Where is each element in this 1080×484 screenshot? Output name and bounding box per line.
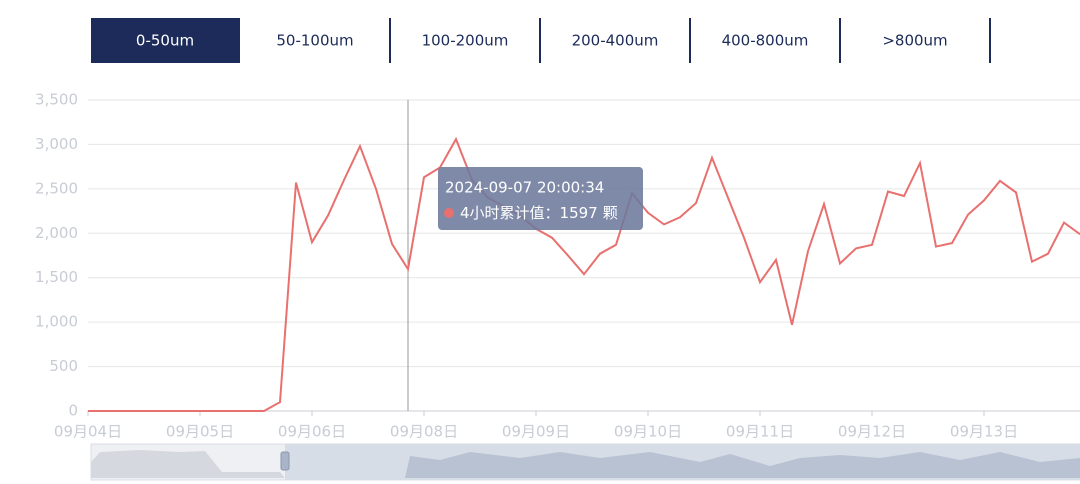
x-tick-label: 09月06日 [278,423,346,441]
y-tick-label: 500 [49,357,78,375]
x-tick-label: 09月08日 [390,423,458,441]
tab[interactable]: >800um [882,32,947,50]
data-zoom [90,443,1080,481]
zoom-handle[interactable] [280,451,290,471]
x-tick-label: 09月13日 [950,423,1018,441]
active-tab-bg [91,18,240,63]
y-tick-label: 1,000 [35,313,78,331]
y-tick-label: 2,000 [35,224,78,242]
tooltip-line: 4小时累计值：1597 颗 [460,204,618,222]
tab[interactable]: 100-200um [422,32,509,50]
x-tick-label: 09月04日 [54,423,122,441]
tooltip-box [438,167,643,230]
tab-separators [389,18,991,63]
y-tick-label: 2,500 [35,179,78,197]
y-tick-label: 3,000 [35,135,78,153]
tab[interactable]: 200-400um [572,32,659,50]
x-tick-label: 09月09日 [502,423,570,441]
x-tick-label: 09月05日 [166,423,234,441]
x-tick-label: 09月12日 [838,423,906,441]
y-tick-label: 0 [68,402,78,420]
tooltip-unit: 颗 [603,204,618,222]
tooltip-label: 4小时累计值： [460,204,560,222]
x-tick-label: 09月11日 [726,423,794,441]
tooltip-dot [444,208,454,218]
y-tick-label: 3,500 [35,91,78,109]
tab[interactable]: 0-50um [136,32,194,50]
y-tick-label: 1,500 [35,268,78,286]
tooltip-title: 2024-09-07 20:00:34 [445,179,604,197]
x-tick-label: 09月10日 [614,423,682,441]
tooltip-value: 1597 [560,204,598,222]
tab[interactable]: 50-100um [276,32,353,50]
tab[interactable]: 400-800um [722,32,809,50]
series-line [88,136,1080,412]
